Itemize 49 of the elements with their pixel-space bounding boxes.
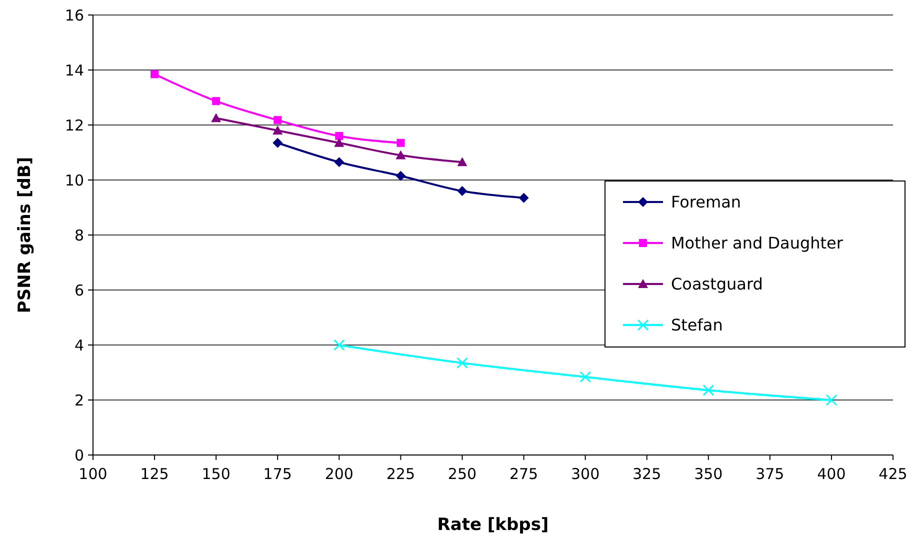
point bbox=[272, 138, 283, 148]
legend-label: Coastguard bbox=[671, 274, 763, 294]
point bbox=[272, 126, 283, 134]
x-tick-label: 350 bbox=[694, 465, 723, 483]
y-tick-label: 16 bbox=[64, 6, 84, 24]
point bbox=[212, 97, 220, 106]
y-tick-label: 10 bbox=[64, 171, 84, 190]
point bbox=[334, 157, 344, 168]
x-tick-label: 375 bbox=[756, 465, 784, 483]
x-tick-label: 225 bbox=[386, 465, 416, 483]
x-axis-title: Rate [kbps] bbox=[437, 515, 549, 535]
legend-label: Foreman bbox=[671, 192, 742, 212]
x-tick-label: 125 bbox=[140, 465, 169, 483]
x-tick-label: 100 bbox=[78, 465, 108, 483]
legend-label: Mother and Daughter bbox=[671, 234, 844, 253]
point bbox=[457, 186, 468, 196]
x-tick-label: 200 bbox=[324, 465, 354, 483]
y-tick-label: 14 bbox=[64, 61, 84, 80]
x-tick-label: 275 bbox=[509, 465, 538, 483]
x-tick-label: 150 bbox=[202, 465, 230, 483]
point bbox=[702, 384, 714, 396]
y-tick-label: 12 bbox=[64, 116, 84, 134]
y-tick-label: 0 bbox=[74, 446, 84, 464]
point bbox=[456, 357, 468, 369]
point bbox=[334, 138, 344, 147]
point bbox=[580, 371, 592, 383]
point bbox=[396, 138, 405, 147]
point bbox=[333, 339, 345, 351]
x-tick-label: 325 bbox=[632, 465, 662, 483]
point bbox=[518, 192, 529, 203]
point bbox=[396, 150, 406, 160]
y-tick-label: 8 bbox=[74, 226, 84, 244]
legend-label: Stefan bbox=[671, 316, 723, 335]
point bbox=[211, 113, 222, 122]
x-tick-label: 175 bbox=[263, 465, 292, 483]
x-tick-label: 250 bbox=[448, 465, 477, 483]
y-tick-label: 2 bbox=[74, 391, 84, 410]
point bbox=[274, 116, 282, 124]
point bbox=[150, 70, 159, 78]
x-tick-label: 300 bbox=[570, 465, 600, 483]
y-axis-title: PSNR gains [dB] bbox=[15, 156, 35, 314]
point bbox=[826, 394, 838, 406]
x-tick-label: 425 bbox=[878, 465, 908, 483]
x-tick-label: 400 bbox=[817, 465, 846, 483]
point bbox=[335, 132, 344, 140]
point bbox=[396, 170, 406, 181]
point bbox=[457, 157, 468, 166]
y-tick-label: 4 bbox=[74, 336, 84, 354]
y-tick-label: 6 bbox=[74, 281, 84, 300]
